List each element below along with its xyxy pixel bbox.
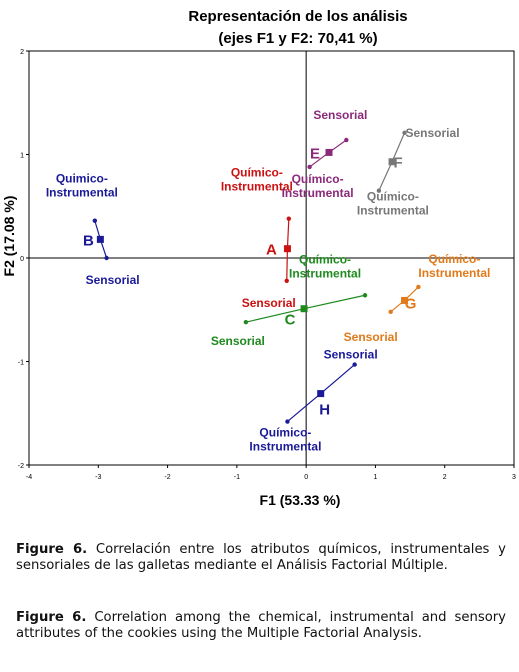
group-e: Sensorial Químico-Instrumental E: [282, 108, 368, 200]
x-tick-label: -2: [164, 474, 170, 481]
group-a-point-label: Químico-Instrumental: [221, 166, 293, 194]
group-e-point: [344, 137, 349, 143]
data-groups: Quimico-Instrumental Sensorial B Químico-In…: [46, 108, 491, 454]
mfa-chart: Representación de los análisis (ejes F1 …: [1, 8, 516, 508]
group-g-center: [401, 296, 409, 304]
group-h-connector: [320, 364, 356, 395]
group-g-point: [416, 284, 421, 290]
group-c-connector: [303, 294, 366, 310]
group-b: Quimico-Instrumental Sensorial B: [46, 172, 140, 287]
group-f-point: [402, 130, 407, 135]
group-g-letter: G: [405, 295, 417, 312]
group-h-point-label: Químico-Instrumental: [249, 426, 321, 454]
group-f-connector: [378, 161, 393, 191]
group-f-point-label: Químico-Instrumental: [357, 190, 429, 218]
caption-spanish-label: Figure 6.: [16, 542, 88, 557]
group-b-center: [96, 235, 104, 243]
x-tick-label: -1: [234, 474, 240, 481]
group-c: Químico-Instrumental Sensorial C: [211, 252, 368, 348]
x-tick-label: 3: [512, 474, 516, 481]
y-tick-label: 1: [20, 153, 24, 160]
group-c-letter: C: [285, 312, 296, 329]
x-tick-label: 1: [373, 474, 377, 481]
group-a-connector: [286, 218, 290, 249]
caption-spanish: Figure 6. Correlación entre los atributo…: [16, 542, 506, 574]
group-g: Químico-Instrumental Sensorial G: [344, 252, 491, 344]
group-b-point: [104, 255, 109, 261]
axes: [29, 51, 514, 465]
group-h-center: [317, 390, 325, 398]
group-e-letter: E: [310, 145, 320, 162]
group-h-point: [285, 419, 290, 424]
group-e-center: [325, 148, 333, 156]
group-a-point: [286, 216, 292, 221]
x-axis-label: F1 (53.33 %): [260, 492, 341, 508]
group-c-center: [300, 305, 308, 313]
y-tick-label: -1: [18, 360, 24, 367]
group-c-point: [243, 319, 249, 325]
y-tick-label: 0: [20, 256, 24, 263]
group-a-connector: [286, 248, 289, 281]
group-f-point: [376, 188, 382, 193]
group-c-connector: [245, 308, 305, 323]
chart-title: Representación de los análisis: [188, 8, 407, 25]
group-a-point: [284, 278, 289, 283]
group-c-point: [362, 293, 368, 298]
group-e-point-label: Químico-Instrumental: [282, 172, 354, 200]
group-f: Sensorial Químico-Instrumental F: [357, 126, 460, 218]
x-tick-label: -3: [95, 474, 101, 481]
group-a-point-label: Sensorial: [242, 296, 296, 310]
group-a-center: [283, 245, 291, 253]
group-h-connector: [287, 393, 322, 422]
group-c-point-label: Sensorial: [211, 334, 265, 348]
group-b-point-label: Quimico-Instrumental: [46, 172, 118, 200]
group-a: Químico-Instrumental Sensorial A: [221, 166, 296, 310]
y-tick-label: 2: [20, 49, 24, 56]
x-tick-label: -4: [26, 474, 32, 481]
x-tick-label: 2: [443, 474, 447, 481]
y-axis-label: F2 (17.08 %): [1, 196, 17, 277]
group-f-center: [388, 158, 396, 166]
group-h-letter: H: [319, 402, 330, 419]
caption-english-text: Correlation among the chemical, instrume…: [16, 610, 506, 641]
group-a-letter: A: [266, 242, 277, 259]
group-b-point-label: Sensorial: [86, 273, 140, 287]
caption-english-label: Figure 6.: [16, 610, 87, 625]
caption-english: Figure 6. Correlation among the chemical…: [16, 610, 506, 642]
group-f-connector: [391, 132, 406, 162]
caption-spanish-text: Correlación entre los atributos químicos…: [16, 542, 506, 573]
group-h-point: [352, 362, 357, 367]
group-h-point-label: Sensorial: [324, 348, 378, 362]
chart-subtitle: (ejes F1 y F2: 70,41 %): [218, 30, 377, 47]
group-g-point: [388, 309, 393, 315]
tick-labels: -4 -3 -2 -1 0 1 2 3 2 1 0 -1 -2: [18, 49, 516, 481]
x-tick-label: 0: [304, 474, 308, 481]
group-g-point-label: Sensorial: [344, 330, 398, 344]
group-e-point-label: Sensorial: [313, 108, 367, 122]
group-f-point-label: Sensorial: [406, 126, 460, 140]
group-g-point-label: Químico-Instrumental: [418, 252, 490, 280]
y-tick-label: -2: [18, 463, 24, 470]
group-b-letter: B: [83, 232, 94, 249]
group-e-point: [307, 164, 312, 170]
group-c-point-label: Químico-Instrumental: [289, 252, 361, 280]
group-f-letter: F: [393, 155, 402, 172]
group-b-point: [92, 218, 98, 223]
group-h: Sensorial Químico-Instrumental H: [249, 348, 377, 454]
